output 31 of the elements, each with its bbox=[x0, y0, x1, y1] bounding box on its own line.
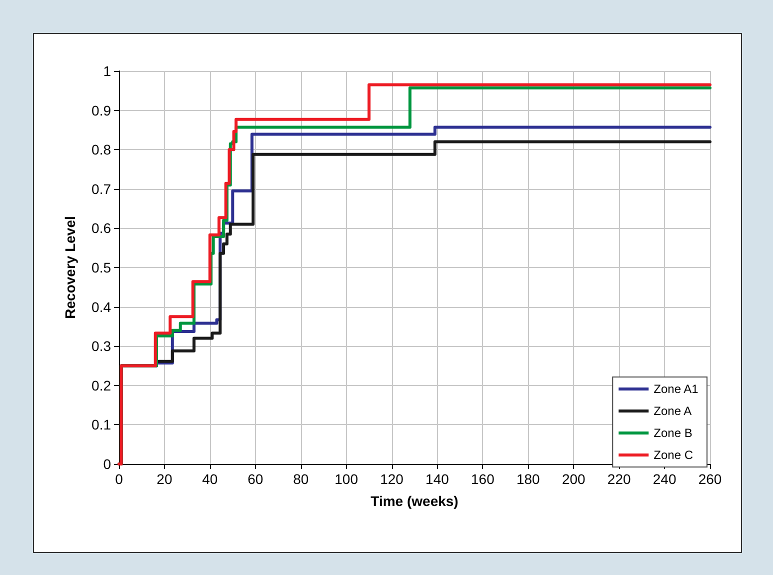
y-tick-label: 0.8 bbox=[92, 142, 112, 158]
x-tick-label: 0 bbox=[115, 471, 124, 487]
legend-label: Zone C bbox=[654, 448, 694, 462]
x-tick-label: 120 bbox=[380, 471, 404, 487]
x-tick-label: 260 bbox=[698, 471, 722, 487]
x-axis-title: Time (weeks) bbox=[370, 493, 458, 509]
y-tick-label: 1 bbox=[103, 63, 112, 79]
x-tick-label: 240 bbox=[652, 471, 676, 487]
y-tick-label: 0.9 bbox=[92, 102, 112, 118]
legend-label: Zone A bbox=[654, 404, 692, 418]
y-tick-label: 0.5 bbox=[92, 260, 112, 276]
x-tick-label: 20 bbox=[156, 471, 172, 487]
y-tick-label: 0.6 bbox=[92, 220, 112, 236]
x-tick-label: 40 bbox=[202, 471, 218, 487]
y-tick-label: 0.1 bbox=[92, 416, 112, 433]
x-tick-label: 140 bbox=[426, 471, 450, 487]
x-tick-label: 60 bbox=[248, 471, 264, 487]
x-tick-label: 160 bbox=[471, 471, 495, 487]
x-tick-label: 80 bbox=[293, 471, 309, 487]
legend-label: Zone A1 bbox=[654, 382, 699, 396]
legend-label: Zone B bbox=[654, 426, 692, 440]
y-tick-label: 0.4 bbox=[92, 298, 112, 315]
x-tick-label: 220 bbox=[607, 471, 631, 487]
y-tick-label: 0.7 bbox=[92, 180, 112, 197]
x-tick-label: 200 bbox=[562, 471, 586, 487]
x-tick-label: 180 bbox=[516, 471, 540, 487]
y-tick-label: 0 bbox=[103, 456, 112, 472]
y-axis-title: Recovery Level bbox=[62, 216, 78, 319]
y-tick-label: 0.3 bbox=[92, 338, 112, 354]
y-tick-label: 0.2 bbox=[92, 377, 112, 394]
x-tick-label: 100 bbox=[334, 471, 358, 487]
